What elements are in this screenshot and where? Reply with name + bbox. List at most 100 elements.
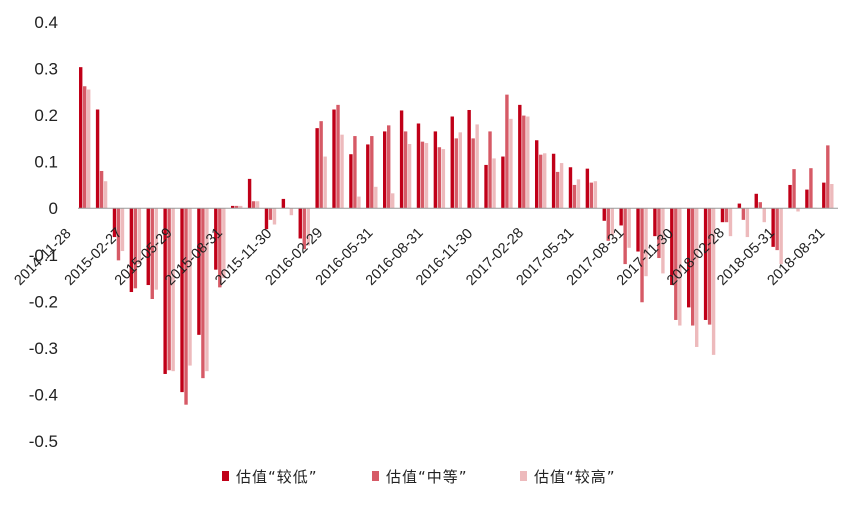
y-tick-label: -0.2 (29, 292, 58, 311)
bar (214, 208, 218, 270)
bar (403, 131, 408, 209)
bar (822, 182, 826, 209)
bar (116, 208, 121, 261)
bar (112, 208, 117, 238)
bar (610, 208, 614, 235)
bar (239, 205, 243, 209)
bar (627, 208, 631, 248)
bar (555, 171, 560, 209)
bar (120, 208, 125, 252)
bar (741, 208, 746, 220)
bar (150, 208, 154, 299)
bar (509, 118, 513, 209)
bar (623, 208, 627, 265)
bar (505, 94, 509, 209)
bar (79, 67, 83, 209)
bar (661, 208, 665, 274)
bar (222, 208, 226, 279)
legend-label: 估值“较高” (534, 468, 616, 486)
bar (695, 208, 699, 347)
bar (724, 208, 729, 223)
bar (458, 132, 462, 209)
bar (589, 182, 594, 209)
y-tick-label: -0.4 (29, 385, 58, 404)
bar (454, 138, 458, 209)
bar (383, 131, 387, 209)
bar (535, 140, 539, 209)
bar (467, 109, 471, 209)
legend-swatch (372, 471, 379, 481)
bar (585, 168, 590, 209)
bar (653, 208, 657, 237)
bar (657, 208, 661, 259)
bar (788, 184, 792, 209)
bar (826, 145, 830, 209)
bar (171, 208, 175, 372)
y-tick-label: 0.1 (34, 153, 58, 172)
bar (720, 208, 725, 223)
bar (433, 131, 438, 209)
bar (636, 208, 640, 252)
y-tick-label: 0.3 (34, 60, 58, 79)
bar (728, 208, 733, 237)
bar (644, 208, 648, 277)
bar (416, 123, 421, 209)
bar (707, 208, 712, 325)
bar (711, 208, 716, 355)
bar (180, 208, 184, 393)
y-axis: 0.4 0.3 0.2 0.1 0 -0.1 -0.2 -0.3 -0.4 -0.5 (29, 13, 58, 451)
bar (99, 170, 104, 209)
bar (374, 186, 378, 209)
legend: 估值“较低” 估值“中等” 估值“较高” (222, 468, 616, 486)
bar (366, 144, 370, 209)
bar (95, 109, 100, 209)
bar (754, 193, 758, 209)
bar (336, 104, 340, 209)
bar (488, 131, 492, 209)
bar (779, 208, 783, 265)
bar (543, 153, 547, 209)
legend-label: 估值“中等” (386, 468, 468, 486)
bar (501, 156, 505, 209)
bar (762, 208, 766, 223)
bar (357, 196, 361, 209)
bar (302, 208, 306, 250)
bar (526, 116, 530, 209)
y-tick-label: -0.1 (29, 246, 58, 265)
bar (551, 153, 556, 209)
legend-swatch (520, 471, 527, 481)
bar (674, 208, 678, 320)
bar (231, 205, 235, 209)
bar (332, 109, 336, 209)
bar (167, 208, 171, 371)
bar (792, 169, 796, 209)
bar (146, 208, 150, 286)
bars (79, 67, 834, 405)
bar (247, 178, 252, 209)
bar (87, 89, 91, 209)
bar (255, 201, 260, 209)
bar (484, 164, 488, 209)
bar (218, 208, 222, 288)
bar (424, 143, 429, 209)
y-tick-label: 0.4 (34, 13, 58, 32)
bar (640, 208, 644, 303)
bar (184, 208, 188, 405)
bar (399, 110, 404, 209)
legend-item: 估值“中等” (372, 468, 468, 486)
bar (251, 201, 256, 209)
bar (420, 141, 425, 209)
bar (83, 86, 87, 209)
bar (441, 149, 446, 209)
bar (370, 136, 374, 209)
bar (450, 116, 454, 209)
y-tick-label: -0.3 (29, 339, 58, 358)
bar (235, 205, 239, 209)
bar (103, 181, 108, 209)
bar (137, 208, 142, 265)
bar (518, 104, 522, 209)
bar (387, 125, 391, 209)
bar (306, 208, 310, 246)
bar (205, 208, 209, 372)
